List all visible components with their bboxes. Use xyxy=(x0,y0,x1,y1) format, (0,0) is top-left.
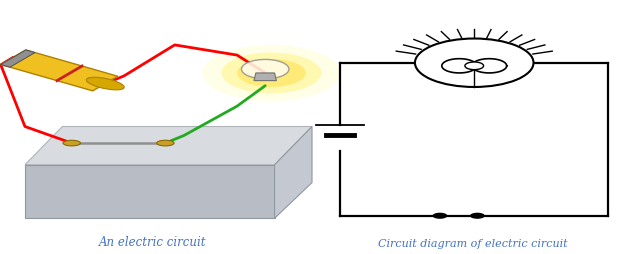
Circle shape xyxy=(415,39,534,88)
Circle shape xyxy=(241,60,289,80)
Polygon shape xyxy=(275,127,312,218)
Text: An electric circuit: An electric circuit xyxy=(99,235,207,248)
Circle shape xyxy=(237,60,306,88)
Circle shape xyxy=(432,213,447,219)
Text: Circuit diagram of electric circuit: Circuit diagram of electric circuit xyxy=(378,238,567,248)
Circle shape xyxy=(222,53,321,94)
Ellipse shape xyxy=(157,141,174,146)
Circle shape xyxy=(203,46,340,102)
Ellipse shape xyxy=(86,78,124,90)
Polygon shape xyxy=(1,51,35,68)
Circle shape xyxy=(470,213,485,219)
Polygon shape xyxy=(1,51,118,91)
Polygon shape xyxy=(25,127,312,165)
Ellipse shape xyxy=(63,141,80,146)
Circle shape xyxy=(465,63,484,70)
Polygon shape xyxy=(254,74,276,81)
Polygon shape xyxy=(25,165,275,218)
